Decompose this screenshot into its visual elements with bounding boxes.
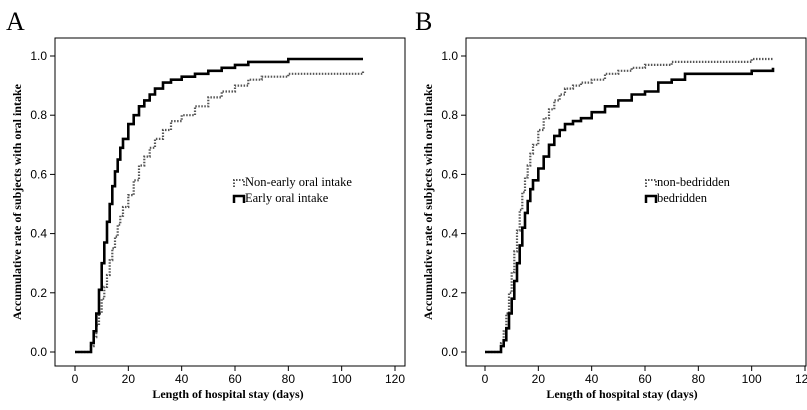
x-tick-label: 120 xyxy=(385,372,405,386)
panel-a-series-line-1 xyxy=(75,70,365,354)
x-tick-label: 60 xyxy=(638,372,652,386)
panel-b: B 0 20 40 60 80 100 120 0.0 0.2 0.4 0.6 0.8 1.0 Len… xyxy=(415,7,807,401)
y-tick-label: 0.8 xyxy=(441,108,458,122)
legend-dotted-line-marker xyxy=(645,179,657,187)
panel-b-y-axis-title: Accumulative rate of subjects with oral … xyxy=(421,83,435,320)
y-tick-label: 0.4 xyxy=(30,227,47,241)
panel-a-y-ticks: 0.0 0.2 0.4 0.6 0.8 1.0 xyxy=(30,49,55,359)
x-tick-label: 80 xyxy=(282,372,296,386)
y-tick-label: 0.2 xyxy=(30,286,47,300)
panel-b-legend-label-1: non-bedridden xyxy=(657,175,731,189)
x-tick-label: 0 xyxy=(482,372,489,386)
panel-b-series-line-2 xyxy=(485,67,775,354)
y-tick-label: 0.0 xyxy=(441,345,458,359)
x-tick-label: 80 xyxy=(692,372,706,386)
panel-a-legend: Non-early oral intake Early oral intake xyxy=(232,175,352,205)
panel-a-plot-frame xyxy=(54,37,406,367)
y-tick-label: 0.8 xyxy=(30,108,47,122)
panel-a-legend-label-1: Non-early oral intake xyxy=(245,175,352,189)
x-tick-label: 20 xyxy=(122,372,136,386)
panel-b-y-ticks: 0.0 0.2 0.4 0.6 0.8 1.0 xyxy=(441,49,466,359)
y-tick-label: 0.0 xyxy=(30,345,47,359)
panel-a-y-axis-title: Accumulative rate of subjects with oral … xyxy=(10,83,24,320)
x-tick-label: 100 xyxy=(742,372,762,386)
panel-b-x-ticks: 0 20 40 60 80 100 120 xyxy=(482,366,807,386)
legend-dotted-line-marker xyxy=(233,179,245,187)
x-tick-label: 40 xyxy=(175,372,189,386)
x-tick-label: 120 xyxy=(795,372,807,386)
y-tick-label: 0.6 xyxy=(441,167,458,181)
panel-b-plot-frame xyxy=(465,37,807,367)
x-tick-label: 100 xyxy=(332,372,352,386)
panel-a-series-line-2 xyxy=(75,57,363,354)
x-tick-label: 40 xyxy=(585,372,599,386)
panel-a-label: A xyxy=(6,7,25,36)
panel-a-series xyxy=(75,57,365,354)
x-tick-label: 0 xyxy=(72,372,79,386)
y-tick-label: 0.6 xyxy=(30,167,47,181)
y-tick-label: 0.2 xyxy=(441,286,458,300)
panel-b-label: B xyxy=(415,7,432,36)
legend-solid-line-marker xyxy=(644,194,658,203)
x-tick-label: 20 xyxy=(532,372,546,386)
y-tick-label: 1.0 xyxy=(441,49,458,63)
panel-a-x-ticks: 0 20 40 60 80 100 120 xyxy=(72,366,405,386)
y-tick-label: 0.4 xyxy=(441,227,458,241)
x-tick-label: 60 xyxy=(228,372,242,386)
panel-a-legend-label-2: Early oral intake xyxy=(245,191,329,205)
legend-solid-line-marker xyxy=(232,194,246,203)
panel-a-x-axis-title: Length of hospital stay (days) xyxy=(152,387,303,401)
panel-a: A 0 20 40 60 80 100 120 0.0 0.2 0.4 0.6 0.8 1.0 Len… xyxy=(6,7,406,401)
panel-b-legend: non-bedridden bedridden xyxy=(644,175,731,205)
panel-b-x-axis-title: Length of hospital stay (days) xyxy=(546,387,697,401)
panel-b-legend-label-2: bedridden xyxy=(657,191,708,205)
panel-b-series xyxy=(485,57,775,354)
y-tick-label: 1.0 xyxy=(30,49,47,63)
